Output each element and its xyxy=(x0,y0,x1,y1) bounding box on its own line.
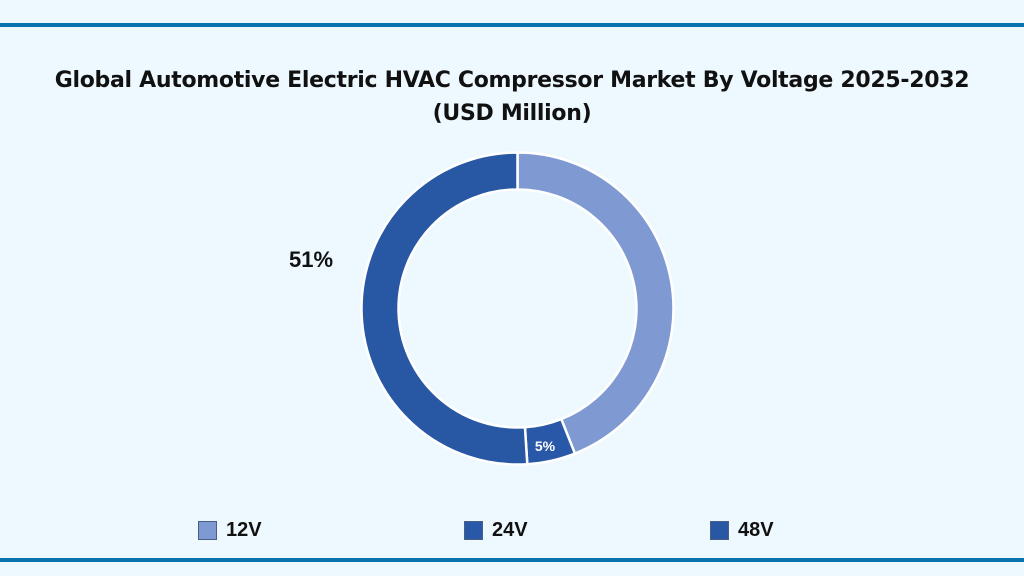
legend-swatch-12v xyxy=(198,520,217,540)
legend-label-24v: 24V xyxy=(492,518,528,541)
data-label-48v: 51% xyxy=(289,247,334,272)
legend-item-24v[interactable]: 24V xyxy=(464,519,528,541)
legend-label-48v: 48V xyxy=(738,518,774,541)
donut-segments xyxy=(360,151,675,466)
chart-title-line-1: Global Automotive Electric HVAC Compress… xyxy=(54,68,970,93)
top-divider xyxy=(0,23,1024,27)
legend-swatch-24v xyxy=(464,520,483,540)
donut-segment-48v[interactable] xyxy=(360,151,529,466)
legend-label-12v: 12V xyxy=(226,518,262,541)
bottom-divider xyxy=(0,558,1024,562)
legend-item-12v[interactable]: 12V xyxy=(198,519,262,541)
legend-item-48v[interactable]: 48V xyxy=(710,519,774,541)
chart-title: Global Automotive Electric HVAC Compress… xyxy=(0,64,1024,130)
data-label-24v: 5% xyxy=(535,438,556,454)
donut-segment-12v[interactable] xyxy=(516,151,675,455)
legend-swatch-48v xyxy=(710,520,729,540)
chart-title-line-2: (USD Million) xyxy=(432,101,592,126)
